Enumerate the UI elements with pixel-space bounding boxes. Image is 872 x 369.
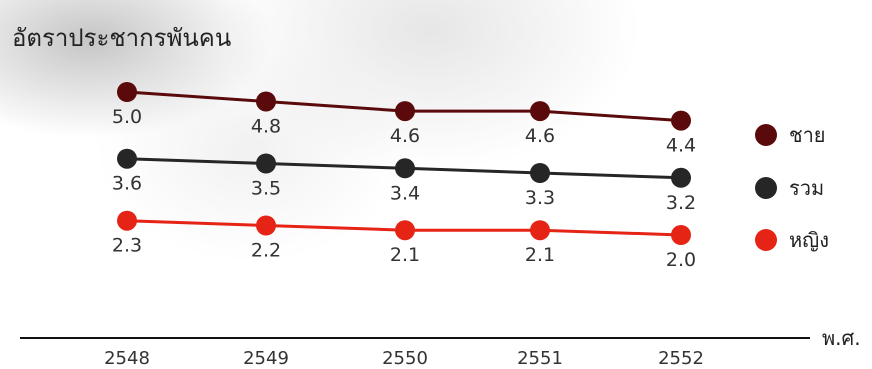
legend-marker — [755, 177, 777, 199]
data-point — [395, 220, 415, 241]
data-point — [117, 210, 137, 231]
data-point — [671, 167, 691, 188]
data-label: 2.1 — [525, 244, 555, 266]
x-tick-label: 2549 — [243, 348, 289, 369]
data-point — [671, 110, 691, 131]
data-label: 3.4 — [390, 182, 420, 204]
legend-marker — [755, 124, 777, 146]
series-group: 5.0 4.8 4.6 4.6 4.4 3.6 3.5 3.4 3.3 3.2 2.3 2.2 2.1 2… — [112, 82, 696, 271]
x-tick-label: 2551 — [517, 348, 563, 369]
legend-marker — [755, 229, 777, 251]
data-label: 4.6 — [390, 125, 420, 147]
data-point — [395, 158, 415, 179]
data-label: 3.6 — [112, 173, 142, 195]
data-point — [671, 225, 691, 245]
data-label: 2.0 — [666, 249, 696, 271]
legend-label: หญิง — [789, 228, 829, 252]
x-ticks: 2548 2549 2550 2551 2552 — [104, 348, 704, 369]
data-point — [530, 220, 550, 241]
data-point — [530, 101, 550, 122]
data-label: 5.0 — [112, 106, 142, 128]
data-label: 4.8 — [251, 116, 281, 138]
data-point — [117, 82, 137, 102]
legend-label: รวม — [789, 176, 824, 200]
data-label: 2.3 — [112, 235, 142, 257]
data-point — [256, 215, 276, 236]
data-point — [117, 148, 137, 169]
data-point — [395, 101, 415, 122]
data-label: 2.2 — [251, 240, 281, 262]
x-tick-label: 2550 — [382, 348, 428, 369]
data-label: 2.1 — [390, 244, 420, 266]
data-point — [256, 91, 276, 112]
data-label: 4.4 — [666, 135, 696, 157]
x-axis-label: พ.ศ. — [822, 326, 861, 350]
data-label: 3.5 — [251, 178, 281, 200]
data-point — [530, 163, 550, 183]
legend-label: ชาย — [789, 123, 826, 147]
x-tick-label: 2548 — [104, 348, 150, 369]
data-point — [256, 153, 276, 174]
x-tick-label: 2552 — [658, 348, 704, 369]
data-label: 3.3 — [525, 187, 555, 209]
data-label: 4.6 — [525, 125, 555, 147]
data-label: 3.2 — [666, 192, 696, 214]
chart-title: อัตราประชากรพันคน — [12, 24, 231, 52]
